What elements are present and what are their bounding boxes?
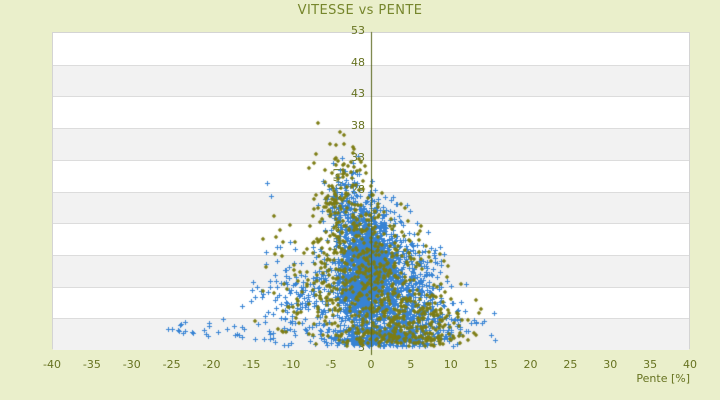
plot-band <box>53 96 689 128</box>
y-axis-title: Vitesse [km/h] <box>331 168 345 248</box>
x-tick-label: 0 <box>367 358 375 371</box>
plot-band <box>53 33 689 65</box>
x-tick-label: 10 <box>443 358 458 371</box>
x-tick-label: -10 <box>282 358 301 371</box>
x-tick-label: -25 <box>162 358 181 371</box>
y-tick-label: 18 <box>351 245 365 259</box>
x-tick-label: -15 <box>242 358 261 371</box>
plot-area <box>52 32 690 350</box>
x-tick-label: 30 <box>603 358 618 371</box>
plot-band <box>53 254 689 287</box>
plot-band <box>53 318 689 350</box>
chart-title: VITESSE vs PENTE <box>297 3 423 18</box>
plot-band <box>53 191 689 224</box>
y-tick-label: 23 <box>351 214 365 228</box>
x-tick-label: 25 <box>563 358 578 371</box>
x-tick-label: -35 <box>82 358 101 371</box>
y-tick-label: 48 <box>351 55 365 69</box>
x-tick-label: -5 <box>325 358 337 371</box>
y-tick-label: 33 <box>351 150 365 164</box>
y-tick-label: 3 <box>358 341 365 354</box>
plot-band <box>53 286 689 319</box>
y-tick-label: 13 <box>351 277 365 291</box>
plot-band <box>53 128 689 160</box>
x-tick-label: -30 <box>122 358 141 371</box>
x-tick-label: 15 <box>483 358 498 371</box>
plot-band <box>53 223 689 255</box>
y-tick-label: 53 <box>351 24 365 37</box>
x-tick-label: 5 <box>407 358 415 371</box>
y-tick-label: 43 <box>351 87 365 101</box>
plot-band <box>53 159 689 192</box>
x-tick-label: 20 <box>523 358 538 371</box>
y-tick-label: 38 <box>351 119 365 133</box>
y-tick-label: 8 <box>358 309 365 323</box>
x-tick-label: 40 <box>683 358 697 371</box>
x-axis-title: Pente [%] <box>636 372 690 385</box>
x-tick-label: -20 <box>202 358 221 371</box>
x-tick-label: -40 <box>43 358 61 371</box>
x-tick-label: 35 <box>643 358 658 371</box>
plot-band <box>53 64 689 97</box>
y-tick-label: 28 <box>351 182 365 196</box>
